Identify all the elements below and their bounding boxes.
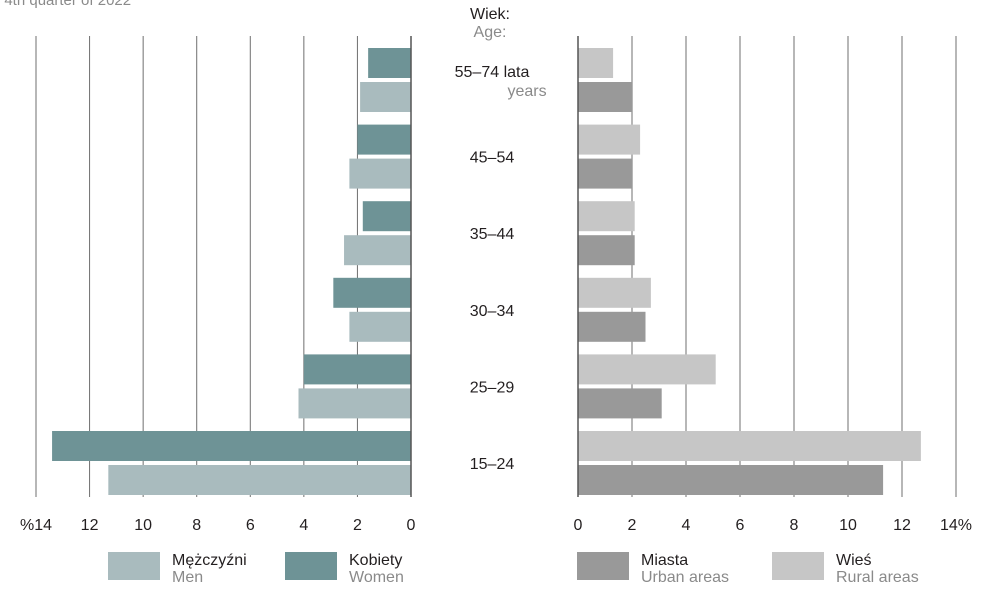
bar-men bbox=[298, 388, 411, 419]
bar-rural bbox=[578, 431, 921, 461]
legend-men: Mężczyźni Men bbox=[108, 552, 247, 586]
legend-label-rural-en: Rural areas bbox=[836, 569, 919, 586]
category-label: 35–44 bbox=[470, 226, 515, 243]
x-tick-label-right: 0 bbox=[574, 517, 583, 534]
x-tick-label-left: 0 bbox=[407, 517, 416, 534]
bar-women bbox=[357, 124, 411, 155]
legend-label-women-pl: Kobiety bbox=[349, 552, 403, 569]
bar-men bbox=[360, 82, 411, 112]
bar-rural bbox=[578, 48, 614, 78]
legend-label-urban-pl: Miasta bbox=[641, 552, 689, 569]
x-tick-label-left: 4 bbox=[299, 517, 308, 534]
age-axis-header: Wiek: Age: bbox=[470, 6, 510, 42]
legend-women: Kobiety Women bbox=[285, 552, 404, 586]
category-label: 30–34 bbox=[470, 303, 515, 320]
bar-women bbox=[303, 354, 411, 385]
x-tick-label-right: 10 bbox=[839, 517, 857, 534]
x-tick-label-right: 12 bbox=[893, 517, 911, 534]
x-tick-label-right: 6 bbox=[736, 517, 745, 534]
x-tick-label-left: 10 bbox=[134, 517, 152, 534]
legend-label-urban-en: Urban areas bbox=[641, 569, 730, 586]
category-label: 25–29 bbox=[470, 379, 515, 396]
x-tick-label-left: 6 bbox=[246, 517, 255, 534]
age-header-en: Age: bbox=[473, 24, 507, 41]
legend-label-men-en: Men bbox=[172, 569, 204, 586]
x-tick-label-right: 4 bbox=[682, 517, 691, 534]
bar-men bbox=[349, 311, 411, 342]
x-tick-label-left: %14 bbox=[20, 517, 52, 534]
legend-swatch-men bbox=[108, 552, 160, 580]
bar-women bbox=[362, 201, 411, 232]
legend-label-men-pl: Mężczyźni bbox=[172, 552, 247, 569]
age-header-pl: Wiek: bbox=[470, 6, 510, 23]
bar-urban bbox=[578, 235, 635, 266]
legend-rural: Wieś Rural areas bbox=[772, 552, 919, 586]
x-tick-label-right: 8 bbox=[790, 517, 799, 534]
bar-women bbox=[52, 431, 411, 461]
bar-urban bbox=[578, 82, 632, 112]
legend-label-rural-pl: Wieś bbox=[836, 552, 872, 569]
bar-urban bbox=[578, 465, 884, 495]
category-sublabel: years bbox=[507, 83, 546, 100]
x-tick-label-right: 14% bbox=[940, 517, 972, 534]
x-tick-label-right: 2 bbox=[628, 517, 637, 534]
x-tick-label-left: 2 bbox=[353, 517, 362, 534]
bar-women bbox=[368, 48, 411, 78]
category-label: 15–24 bbox=[470, 456, 515, 473]
bar-urban bbox=[578, 311, 646, 342]
bar-rural bbox=[578, 354, 716, 385]
bar-men bbox=[108, 465, 412, 495]
legend-label-women-en: Women bbox=[349, 569, 404, 586]
bar-men bbox=[344, 235, 411, 266]
bar-rural bbox=[578, 124, 641, 155]
x-tick-label-left: 8 bbox=[192, 517, 201, 534]
bar-men bbox=[349, 158, 411, 189]
bar-rural bbox=[578, 277, 651, 308]
x-tick-label-left: 12 bbox=[81, 517, 99, 534]
bar-women bbox=[333, 277, 411, 308]
legend-swatch-women bbox=[285, 552, 337, 580]
legend-urban: Miasta Urban areas bbox=[577, 552, 729, 586]
legend-swatch-rural bbox=[772, 552, 824, 580]
bar-rural bbox=[578, 201, 635, 232]
category-label: 55–74 lata bbox=[455, 64, 530, 81]
legend-swatch-urban bbox=[577, 552, 629, 580]
chart-subtitle: I 4th quarter of 2022 bbox=[0, 0, 132, 9]
bar-urban bbox=[578, 388, 662, 419]
bar-urban bbox=[578, 158, 632, 189]
category-label: 45–54 bbox=[470, 150, 515, 167]
